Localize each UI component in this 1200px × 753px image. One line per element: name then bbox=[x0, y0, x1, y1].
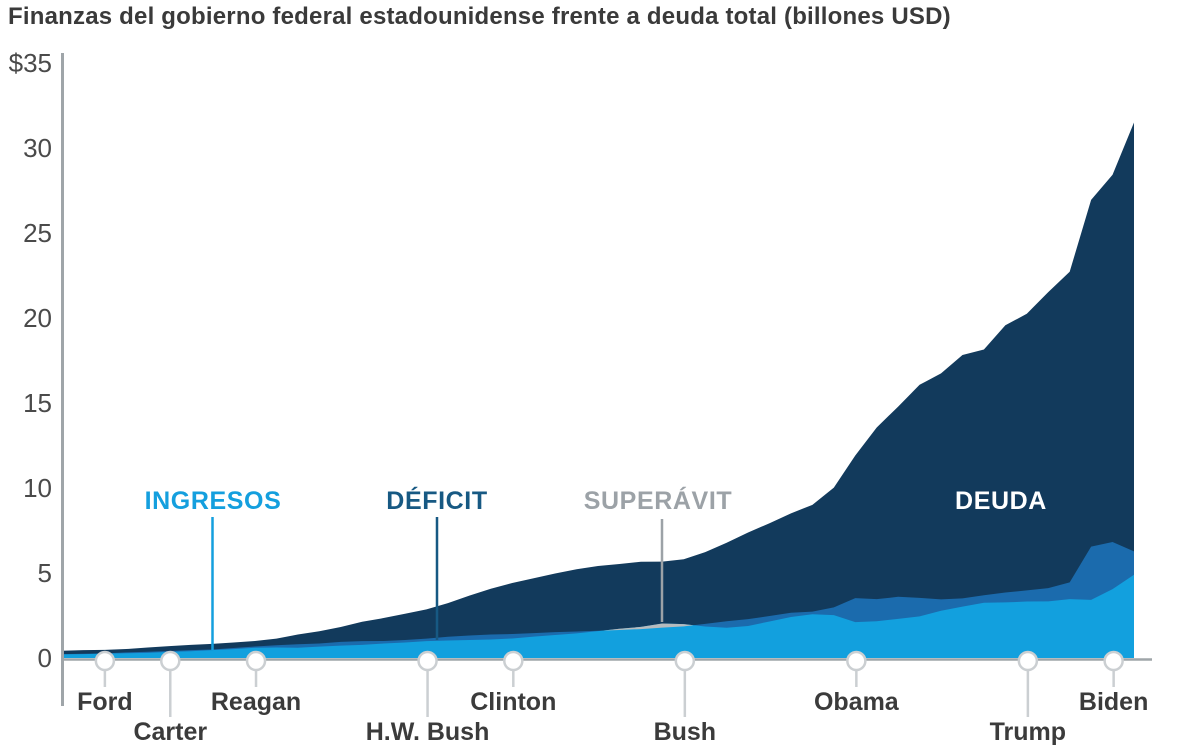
y-axis-tick-label: 0 bbox=[37, 643, 52, 673]
president-label: Carter bbox=[133, 718, 208, 746]
y-axis-tick-label: 5 bbox=[37, 558, 52, 588]
president-marker bbox=[94, 650, 116, 672]
president-marker bbox=[846, 650, 867, 672]
y-axis-tick-label: 25 bbox=[23, 218, 52, 248]
president-marker bbox=[1103, 650, 1124, 672]
ingresos-label: INGRESOS bbox=[144, 487, 282, 515]
surplus-band bbox=[602, 623, 694, 631]
superavit-label: SUPERÁVIT bbox=[583, 487, 733, 515]
deuda-label: DEUDA bbox=[955, 487, 1047, 515]
y-axis-tick-label: 30 bbox=[23, 133, 52, 163]
y-axis-tick-label: $35 bbox=[8, 48, 52, 78]
president-label: Bush bbox=[653, 718, 717, 746]
president-marker bbox=[674, 650, 696, 672]
y-axis-tick-label: 20 bbox=[23, 303, 52, 333]
president-label: Clinton bbox=[470, 688, 557, 716]
deficit-label: DÉFICIT bbox=[386, 487, 488, 515]
president-label: H.W. Bush bbox=[365, 718, 490, 746]
president-label: Reagan bbox=[210, 688, 302, 716]
revenue-area bbox=[62, 574, 1134, 658]
y-axis-tick-label: 10 bbox=[23, 473, 52, 503]
president-marker bbox=[417, 650, 438, 672]
president-marker bbox=[1017, 650, 1039, 672]
y-axis-tick-label: 15 bbox=[23, 388, 52, 418]
president-label: Trump bbox=[989, 718, 1067, 746]
president-label: Biden bbox=[1078, 688, 1149, 716]
president-marker bbox=[245, 650, 267, 672]
president-label: Ford bbox=[77, 688, 133, 716]
debt-area bbox=[62, 122, 1134, 658]
chart-title: Finanzas del gobierno federal estadounid… bbox=[8, 3, 951, 30]
president-marker bbox=[503, 650, 524, 672]
president-label: Obama bbox=[813, 688, 899, 716]
president-marker bbox=[160, 650, 181, 672]
